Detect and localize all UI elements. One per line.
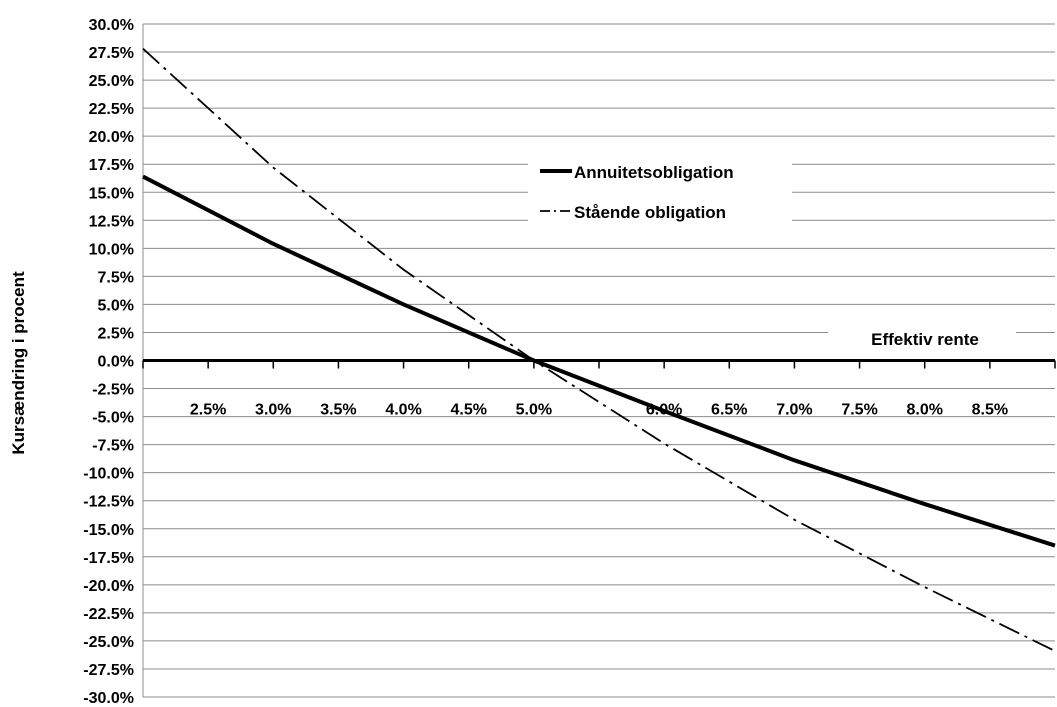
y-tick-label: 25.0% xyxy=(89,73,134,90)
x-axis-minor-ticks xyxy=(142,360,1056,369)
legend-label-staaende-obligation: Stående obligation xyxy=(574,203,726,222)
y-axis-tick-labels: 30.0% 27.5% 25.0% 22.5% 20.0% 17.5% 15.0% 12.5%… xyxy=(83,17,134,707)
x-tick-label: 4.0% xyxy=(385,402,421,419)
legend-background xyxy=(528,152,792,230)
y-tick-label: -10.0% xyxy=(83,466,134,483)
x-tick-label: 8.5% xyxy=(972,402,1008,419)
y-tick-label: -15.0% xyxy=(83,522,134,539)
y-tick-label: 5.0% xyxy=(98,297,134,314)
y-tick-label: -17.5% xyxy=(83,550,134,567)
y-tick-label: 2.5% xyxy=(98,325,134,342)
x-tick-label: 3.0% xyxy=(255,402,291,419)
y-tick-label: -12.5% xyxy=(83,494,134,511)
y-tick-label: -5.0% xyxy=(92,410,134,427)
y-axis-title: Kursændring i procent xyxy=(9,271,28,455)
y-tick-label: -30.0% xyxy=(83,690,134,707)
x-tick-label: 3.5% xyxy=(320,402,356,419)
legend: Annuitetsobligation Stående obligation xyxy=(528,152,792,230)
x-tick-label: 4.5% xyxy=(450,402,486,419)
x-axis-title-background xyxy=(828,324,1016,354)
y-tick-label: -20.0% xyxy=(83,578,134,595)
y-tick-label: -27.5% xyxy=(83,662,134,679)
x-axis-tick-labels: 2.5% 3.0% 3.5% 4.0% 4.5% 5.0% 6.0% 6.5% 7.0% 7.5%… xyxy=(190,402,1008,419)
y-tick-label: -22.5% xyxy=(83,606,134,623)
x-tick-label: 7.0% xyxy=(776,402,812,419)
series-line-stendeobligation xyxy=(142,48,1056,652)
y-tick-label: 12.5% xyxy=(89,213,134,230)
x-tick-label: 7.5% xyxy=(841,402,877,419)
legend-label-annuitetsobligation: Annuitetsobligation xyxy=(574,163,734,182)
series-lines xyxy=(142,48,1056,652)
y-tick-label: 15.0% xyxy=(89,185,134,202)
x-tick-label: 6.0% xyxy=(646,402,682,419)
x-tick-label: 2.5% xyxy=(190,402,226,419)
series-line-annuitetsobligation xyxy=(142,174,1056,548)
y-tick-label: -2.5% xyxy=(92,382,134,399)
y-tick-label: 7.5% xyxy=(98,269,134,286)
x-tick-label: 5.0% xyxy=(516,402,552,419)
x-axis-title: Effektiv rente xyxy=(871,330,979,349)
y-tick-label: -7.5% xyxy=(92,438,134,455)
x-tick-label: 8.0% xyxy=(906,402,942,419)
y-tick-label: 22.5% xyxy=(89,101,134,118)
y-tick-label: 17.5% xyxy=(89,157,134,174)
x-tick-label: 6.5% xyxy=(711,402,747,419)
y-tick-label: -25.0% xyxy=(83,634,134,651)
y-tick-label: 30.0% xyxy=(89,17,134,34)
y-tick-label: 0.0% xyxy=(98,354,134,371)
y-tick-label: 27.5% xyxy=(89,45,134,62)
y-tick-label: 20.0% xyxy=(89,129,134,146)
y-tick-label: 10.0% xyxy=(89,241,134,258)
